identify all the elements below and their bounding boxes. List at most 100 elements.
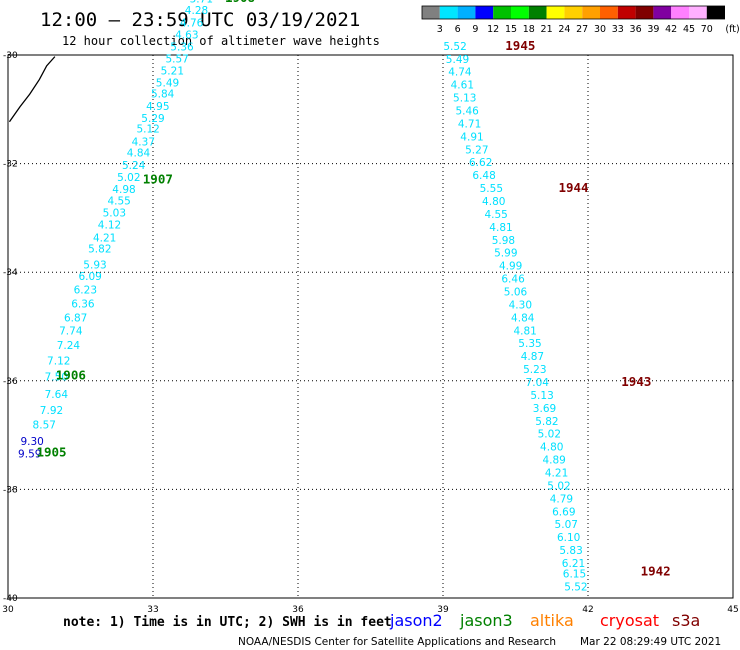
y-tick-label: -36 — [3, 377, 18, 387]
wave-height-value: 9.59 — [18, 449, 41, 461]
mission-name-jason3: jason3 — [459, 611, 513, 630]
legend-label: 9 — [472, 24, 478, 35]
footer-timestamp: Mar 22 08:29:49 UTC 2021 — [580, 636, 721, 648]
y-tick-label: -40 — [3, 594, 18, 604]
page-subtitle: 12 hour collection of altimeter wave hei… — [62, 34, 380, 48]
wave-height-value: 6.10 — [557, 532, 580, 544]
map-frame — [7, 54, 734, 599]
wave-height-value: 5.02 — [117, 172, 140, 184]
mission-name-altika: altika — [530, 611, 574, 630]
wave-height-value: 4.55 — [484, 209, 507, 221]
wave-height-value: 6.36 — [71, 299, 95, 311]
wave-height-value: 6.69 — [552, 506, 575, 518]
wave-height-value: 4.80 — [482, 196, 505, 208]
x-tick-label: 30 — [2, 605, 14, 615]
legend-swatch — [511, 6, 529, 19]
wave-height-value: 5.36 — [170, 41, 194, 53]
wave-height-value: 6.21 — [562, 558, 585, 570]
legend-swatch — [689, 6, 707, 19]
legend-swatch — [635, 6, 654, 19]
pass-time-label: 1907 — [143, 171, 173, 186]
wave-height-value: 5.82 — [535, 416, 558, 428]
y-tick-label: -38 — [3, 485, 18, 495]
pass-time-label: 1908 — [225, 0, 255, 5]
wave-height-value: 5.23 — [523, 364, 546, 376]
wave-height-value: 5.98 — [492, 235, 515, 247]
pass-time-label: 1942 — [641, 564, 671, 579]
legend-label: 36 — [630, 24, 642, 35]
wave-height-value: 4.95 — [146, 101, 169, 113]
wave-height-value: 5.27 — [465, 144, 488, 156]
footer-credit: NOAA/NESDIS Center for Satellite Applica… — [238, 636, 556, 648]
legend-label: 70 — [701, 24, 713, 35]
color-scale-legend: 3 6 9 12 15 18 21 24 27 30 33 36 39 42 45 70 (ft) — [421, 5, 740, 35]
wave-height-value: 4.80 — [540, 442, 563, 454]
altimeter-tracks: 9.599.30 8.57 7.92 7.64 7.50 7.12 7.24 7.746.87… — [18, 0, 588, 594]
wave-height-value: 5.82 — [88, 243, 111, 255]
wave-height-value: 7.74 — [59, 325, 83, 337]
legend-swatch — [564, 6, 583, 19]
wave-height-value: 5.03 — [103, 208, 126, 220]
x-tick-label: 42 — [582, 605, 593, 615]
wave-height-value: 5.83 — [559, 545, 582, 557]
wave-height-value: 4.98 — [112, 184, 135, 196]
wave-height-value: 7.50 — [45, 371, 68, 383]
wave-height-value: 7.64 — [45, 389, 69, 401]
wave-height-value: 5.93 — [83, 259, 106, 271]
legend-swatch — [600, 6, 618, 19]
wave-height-value: 5.12 — [136, 124, 159, 136]
wave-height-value: 6.23 — [74, 284, 97, 296]
legend-label: 21 — [541, 24, 553, 35]
wave-height-value: 4.84 — [127, 148, 151, 160]
legend-label: 39 — [647, 24, 659, 35]
wave-height-value: 4.76 — [180, 18, 204, 30]
pass-time-label: 1945 — [505, 38, 535, 53]
wave-height-value: 4.21 — [93, 233, 116, 245]
wave-height-value: 5.02 — [547, 480, 570, 492]
wave-height-value: 8.57 — [33, 420, 56, 432]
wave-height-value: 5.06 — [504, 286, 528, 298]
wave-height-value: 4.84 — [511, 312, 535, 324]
wave-height-value: 5.84 — [151, 89, 175, 101]
axis-tick-labels: 30 33 36 39 42 45 -30 -32 -34 -36 -38 -40 — [2, 51, 738, 615]
wave-height-value: 5.13 — [530, 390, 553, 402]
wave-height-value: 4.91 — [460, 131, 483, 143]
wave-height-value: 4.81 — [513, 325, 536, 337]
wave-height-value: 5.71 — [190, 0, 213, 5]
legend-label: 45 — [683, 24, 695, 35]
legend-label: 30 — [594, 24, 606, 35]
pass-time-labels: 1908 1907 1906 1905 1945 1944 1943 1942 — [36, 0, 670, 579]
mission-legend: jason2 jason3 altika cryosat s3a — [389, 611, 700, 630]
wave-height-value: 4.89 — [542, 455, 565, 467]
mission-name-cryosat: cryosat — [600, 611, 659, 630]
x-tick-label: 39 — [437, 605, 449, 615]
legend-label: 24 — [558, 24, 570, 35]
wave-height-value: 4.74 — [448, 67, 472, 79]
wave-height-value: 6.15 — [563, 569, 586, 581]
legend-swatch — [706, 6, 725, 19]
pass-time-label: 1905 — [36, 445, 66, 460]
wave-height-value: 7.24 — [57, 340, 81, 352]
wave-height-value: 5.21 — [161, 65, 184, 77]
wave-height-value: 4.12 — [98, 220, 121, 232]
y-tick-label: -30 — [3, 51, 18, 61]
wave-height-value: 5.49 — [156, 77, 179, 89]
legend-swatch — [653, 6, 672, 19]
legend-swatch — [671, 6, 689, 19]
legend-label: 33 — [612, 24, 624, 35]
wave-height-value: 4.61 — [451, 80, 474, 92]
legend-label: 18 — [523, 24, 535, 35]
wave-height-value: 4.28 — [185, 5, 208, 17]
page-title: 12:00 — 23:59 UTC 03/19/2021 — [40, 9, 360, 31]
wave-height-value: 3.69 — [533, 403, 556, 415]
legend-label: 15 — [505, 24, 517, 35]
pass-time-label: 1943 — [621, 374, 651, 389]
wave-height-value: 7.04 — [526, 377, 550, 389]
wave-height-value: 5.49 — [446, 54, 469, 66]
wave-height-value: 4.81 — [489, 222, 512, 234]
wave-height-value: 7.12 — [47, 355, 70, 367]
mission-name-s3a: s3a — [672, 611, 700, 630]
wave-height-value: 6.46 — [501, 274, 525, 286]
legend-swatch — [582, 6, 600, 19]
mission-name-jason2: jason2 — [389, 611, 443, 630]
